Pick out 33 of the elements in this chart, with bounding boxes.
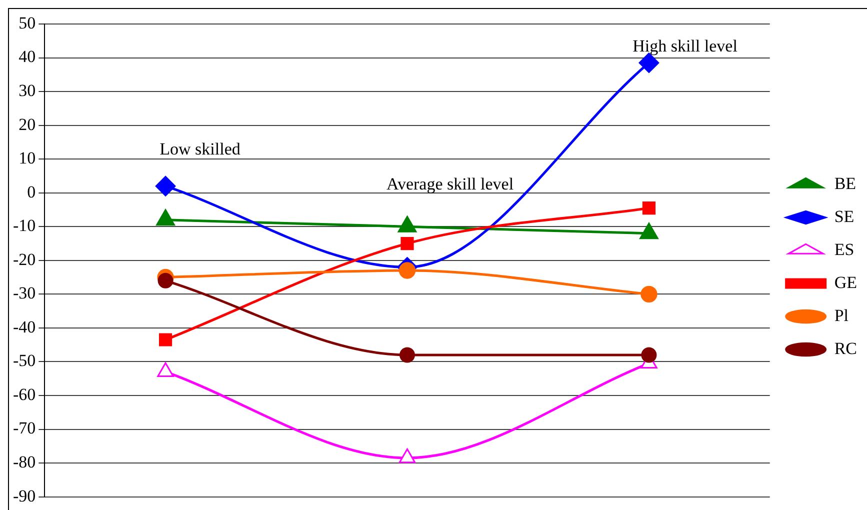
y-tick-label: -20 <box>12 250 36 269</box>
legend-label: SE <box>834 206 854 226</box>
y-tick-label: 40 <box>18 47 36 66</box>
y-tick-label: -30 <box>12 284 36 303</box>
point <box>640 286 658 303</box>
y-tick-label: -90 <box>12 486 36 506</box>
legend-label: RC <box>834 338 858 358</box>
point <box>158 333 172 346</box>
legend-label: GE <box>834 272 857 292</box>
y-tick-label: 10 <box>18 148 36 168</box>
y-tick-label: -50 <box>12 351 36 370</box>
y-tick-label: -40 <box>12 317 36 336</box>
point <box>641 347 657 363</box>
annotation: Average skill level <box>386 174 514 194</box>
point <box>398 262 416 279</box>
legend-label: ES <box>834 240 854 259</box>
y-tick-label: 50 <box>18 13 36 32</box>
legend-label: Pl <box>834 306 849 325</box>
y-tick-label: 30 <box>18 81 36 100</box>
y-tick-label: -80 <box>12 452 36 472</box>
point <box>158 272 174 288</box>
point <box>642 202 656 215</box>
y-tick-label: 20 <box>18 114 36 134</box>
point <box>400 236 414 250</box>
y-tick-label: -60 <box>12 384 36 404</box>
annotation: High skill level <box>632 36 738 56</box>
y-tick-label: -70 <box>12 418 36 438</box>
point <box>399 347 415 363</box>
y-tick-label: -10 <box>12 216 36 236</box>
y-tick-label: 0 <box>27 182 36 202</box>
annotation: Low skilled <box>160 139 241 158</box>
legend-label: BE <box>834 174 856 193</box>
point <box>155 176 176 196</box>
